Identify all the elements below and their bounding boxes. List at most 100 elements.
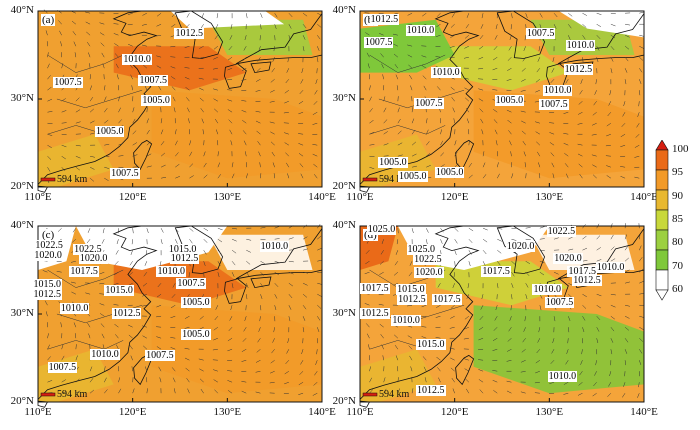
wind-barb [639,326,644,330]
wind-barb [578,101,583,105]
colorbar-segment [655,169,669,191]
wind-barb [580,360,583,365]
wind-barb [301,68,304,74]
wind-barb [520,359,526,363]
wind-barb [365,260,370,265]
wind-barb [230,140,233,146]
wind-barb [383,96,386,102]
wind-barb [104,85,106,91]
lat-tick-label: 20°N [10,395,34,407]
wind-barb [241,78,247,82]
lat-tick-label: 30°N [332,92,356,104]
wind-barb [522,57,526,62]
wind-barb [88,52,91,58]
wind-barb [383,119,388,124]
wind-barb [315,360,318,365]
wind-barb [45,311,48,317]
wind-barb [115,250,119,255]
isobar-label: 1010.0 [405,25,436,37]
wind-barb [537,338,541,343]
wind-barb [288,35,291,41]
wind-barb [101,239,105,244]
wind-barb [521,120,526,124]
wind-barb [522,338,526,343]
wind-barb [624,327,630,331]
wind-barb [506,390,512,394]
wind-barb [260,294,263,299]
wind-barb [170,315,176,319]
wind-barb [450,34,455,38]
wind-barb [255,89,261,92]
wind-barb [411,107,414,113]
wind-barb [606,122,612,127]
wind-barb [464,45,469,49]
wind-barb [551,68,555,73]
wind-barb [620,175,626,179]
wind-barb [258,46,261,51]
lon-tick-label: 120°E [440,406,469,418]
isobar-label: 1007.5 [544,296,575,308]
wind-barb [509,316,512,321]
colorbar-top-triangle [655,140,669,151]
wind-barb [478,369,484,372]
wind-barb [482,261,486,266]
wind-barb [479,389,484,394]
wind-barb [47,133,53,136]
wind-barb [288,282,294,287]
wind-barb [75,355,78,361]
wind-barb [507,119,512,124]
wind-barb [506,348,512,352]
wind-barb [636,123,640,128]
wind-barb [595,79,597,85]
wind-barb [255,78,261,82]
wind-barb [493,109,498,113]
wind-barb [369,119,374,124]
wind-barb [480,118,484,124]
wind-barb [639,57,644,61]
wind-barb [132,107,135,113]
wind-barb [422,356,427,361]
wind-barb [160,118,163,124]
wind-barb [284,100,289,104]
wind-barb [217,227,223,231]
wind-barb [440,250,442,256]
lat-tick-label: 40°N [10,219,34,231]
wind-barb [452,388,455,394]
wind-barb [228,46,233,51]
wind-barb [141,44,147,47]
wind-barb [317,293,322,297]
wind-barb [228,327,233,332]
wind-barb [213,379,219,383]
wind-barb [369,166,375,170]
wind-barb [539,305,542,311]
wind-barb [454,239,458,244]
wind-barb [552,57,555,63]
wind-barb [256,349,261,353]
wind-barb [184,347,190,350]
coastline [455,139,475,171]
wind-barb [203,162,207,168]
wind-barb [227,370,233,372]
wind-barb [132,118,136,124]
wind-barb [552,338,555,344]
wind-barb [497,162,499,168]
wind-barb [507,338,512,342]
lat-tick-label: 40°N [10,4,34,16]
wind-barb [394,344,399,350]
wind-barb [637,393,640,398]
wind-barb [478,337,484,341]
wind-barb [553,24,557,29]
wind-barb [47,52,49,58]
wind-barb [539,249,545,252]
wind-barb [380,250,384,255]
wind-barb [146,129,150,135]
wind-barb [104,108,108,113]
wind-barb [397,107,400,113]
wind-barb [75,109,81,113]
wind-barb [313,163,318,168]
wind-barb [624,349,628,354]
wind-barb [118,143,124,146]
wind-barb [160,129,164,135]
wind-barb [312,111,318,115]
